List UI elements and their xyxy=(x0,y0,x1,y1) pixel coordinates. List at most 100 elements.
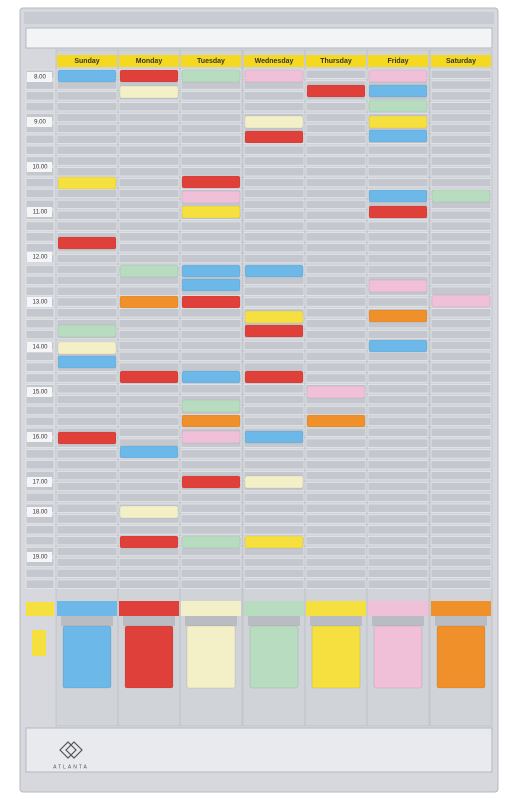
task-card xyxy=(244,115,304,129)
slot xyxy=(180,384,242,394)
time-label: 11.00 xyxy=(33,210,48,216)
time-tab xyxy=(27,207,52,217)
slot xyxy=(430,264,492,274)
slot xyxy=(430,308,492,318)
slot xyxy=(25,145,55,155)
slot xyxy=(430,460,492,470)
slot xyxy=(56,395,118,405)
slot xyxy=(430,525,492,535)
slot xyxy=(56,167,118,177)
slot xyxy=(25,373,55,383)
slot xyxy=(118,351,180,361)
time-tab xyxy=(27,342,52,352)
slot xyxy=(430,438,492,448)
slot xyxy=(367,406,429,416)
slot xyxy=(118,427,180,437)
slot xyxy=(180,134,242,144)
slot xyxy=(118,189,180,199)
slot xyxy=(118,547,180,557)
task-card xyxy=(244,264,304,278)
slot xyxy=(56,460,118,470)
slot xyxy=(305,69,367,79)
slot xyxy=(305,275,367,285)
slot xyxy=(305,449,367,459)
slot xyxy=(430,254,492,264)
day-label: Friday xyxy=(387,58,408,65)
slot xyxy=(180,557,242,567)
slot xyxy=(305,134,367,144)
slot xyxy=(25,91,55,101)
time-tab xyxy=(27,72,52,82)
task-card xyxy=(119,264,179,278)
slot xyxy=(118,525,180,535)
slot xyxy=(118,319,180,329)
task-card xyxy=(181,295,241,309)
slot xyxy=(430,406,492,416)
slot xyxy=(243,297,305,307)
slot xyxy=(25,568,55,578)
slot xyxy=(305,210,367,220)
slot xyxy=(25,243,55,253)
slot xyxy=(56,91,118,101)
slot xyxy=(367,481,429,491)
slot xyxy=(305,199,367,209)
slot xyxy=(56,373,118,383)
slot xyxy=(305,503,367,513)
slot xyxy=(305,243,367,253)
slot xyxy=(430,275,492,285)
slot xyxy=(367,460,429,470)
slot xyxy=(367,395,429,405)
task-card xyxy=(368,115,428,129)
slot xyxy=(430,395,492,405)
time-tab xyxy=(27,252,52,262)
task-card xyxy=(119,445,179,459)
slot xyxy=(243,362,305,372)
slot xyxy=(430,362,492,372)
slot xyxy=(56,275,118,285)
time-tab xyxy=(27,117,52,127)
slot xyxy=(367,145,429,155)
pocket-card xyxy=(436,625,486,689)
time-tab xyxy=(27,387,52,397)
slot xyxy=(56,547,118,557)
slot xyxy=(430,568,492,578)
time-label: 15.00 xyxy=(32,390,48,396)
slot xyxy=(56,557,118,567)
slot xyxy=(367,297,429,307)
slot xyxy=(243,232,305,242)
time-label: 18.00 xyxy=(32,510,48,516)
slot xyxy=(243,189,305,199)
slot xyxy=(118,232,180,242)
slot xyxy=(180,362,242,372)
slot xyxy=(367,254,429,264)
task-card xyxy=(181,535,241,549)
slot xyxy=(118,123,180,133)
time-label: 12.00 xyxy=(32,255,48,261)
slot xyxy=(305,481,367,491)
slot xyxy=(367,416,429,426)
slot xyxy=(243,254,305,264)
time-tab xyxy=(27,477,52,487)
task-card xyxy=(368,189,428,203)
slot xyxy=(367,547,429,557)
slot xyxy=(56,406,118,416)
slot xyxy=(367,351,429,361)
slot xyxy=(430,178,492,188)
slot xyxy=(118,243,180,253)
slot xyxy=(56,156,118,166)
slot xyxy=(25,80,55,90)
slot xyxy=(56,536,118,546)
pocket-strip xyxy=(368,601,428,616)
task-card xyxy=(57,341,117,355)
slot xyxy=(305,221,367,231)
slot xyxy=(430,416,492,426)
brand-logo xyxy=(59,741,83,759)
time-label: 14.00 xyxy=(32,345,48,351)
slot xyxy=(180,113,242,123)
task-card xyxy=(368,69,428,83)
slot xyxy=(430,340,492,350)
slot xyxy=(305,308,367,318)
slot xyxy=(367,243,429,253)
slot xyxy=(367,232,429,242)
slot xyxy=(367,362,429,372)
